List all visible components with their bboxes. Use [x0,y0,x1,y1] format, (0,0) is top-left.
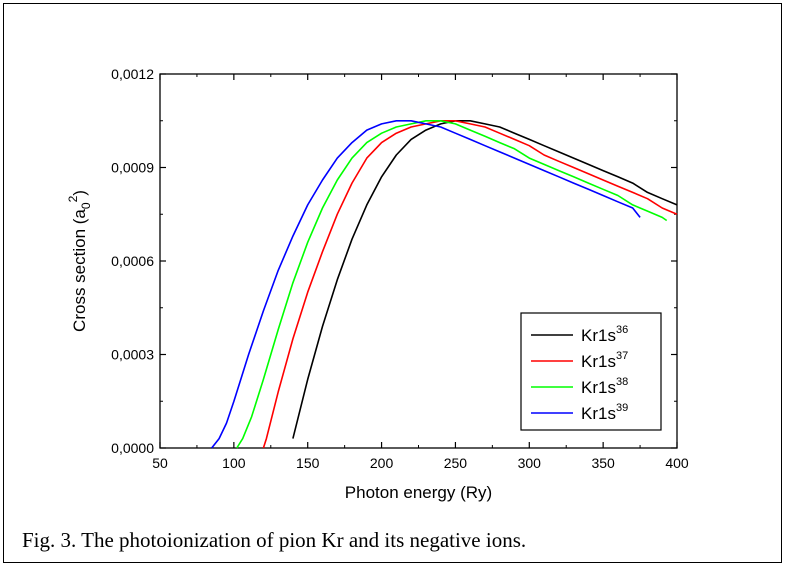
figure-frame: 50 100 150 200 250 300 350 400 0,0000 0,0003 0,000… [3,3,782,563]
legend-box [520,312,662,431]
series-line-39 [211,120,641,449]
series-line-36 [292,120,678,439]
legend-label-38: Kr1s38 [581,376,628,397]
x-tick-label: 150 [296,455,320,471]
y-axis-label-close: ) [70,190,89,196]
x-tick-label: 350 [591,455,615,471]
y-tick-label: 0,0000 [111,440,154,456]
y-tick-label: 0,0009 [111,160,154,176]
legend-label-39: Kr1s39 [581,402,628,423]
y-tick-label: 0,0012 [111,66,154,82]
series-line-38 [236,120,668,449]
y-axis-label-subscript: 0 [79,202,93,209]
x-tick-label: 250 [444,455,468,471]
y-tick-label: 0,0003 [111,347,154,363]
x-tick-label: 100 [222,455,246,471]
y-axis-label: Cross section (a02) [66,190,93,332]
legend-label-36: Kr1s36 [581,324,628,345]
legend-label-37: Kr1s37 [581,350,628,371]
x-tick-label: 50 [152,455,168,471]
plot-area: 50 100 150 200 250 300 350 400 0,0000 0,0003 0,000… [111,66,689,471]
figure-caption: Fig. 3. The photoionization of pion Kr a… [22,528,527,552]
series-line-37 [262,120,678,449]
y-tick-label: 0,0006 [111,253,154,269]
y-axis-label-superscript: 2 [66,195,80,202]
chart: 50 100 150 200 250 300 350 400 0,0000 0,0003 0,000… [66,66,689,502]
x-axis-label: Photon energy (Ry) [345,483,492,502]
x-tick-label: 400 [665,455,689,471]
x-tick-label: 200 [370,455,394,471]
x-tick-label: 300 [518,455,542,471]
legend: Kr1s36 Kr1s37 Kr1s38 Kr1s39 [520,312,662,431]
y-axis-label-main: Cross section (a [70,209,89,332]
